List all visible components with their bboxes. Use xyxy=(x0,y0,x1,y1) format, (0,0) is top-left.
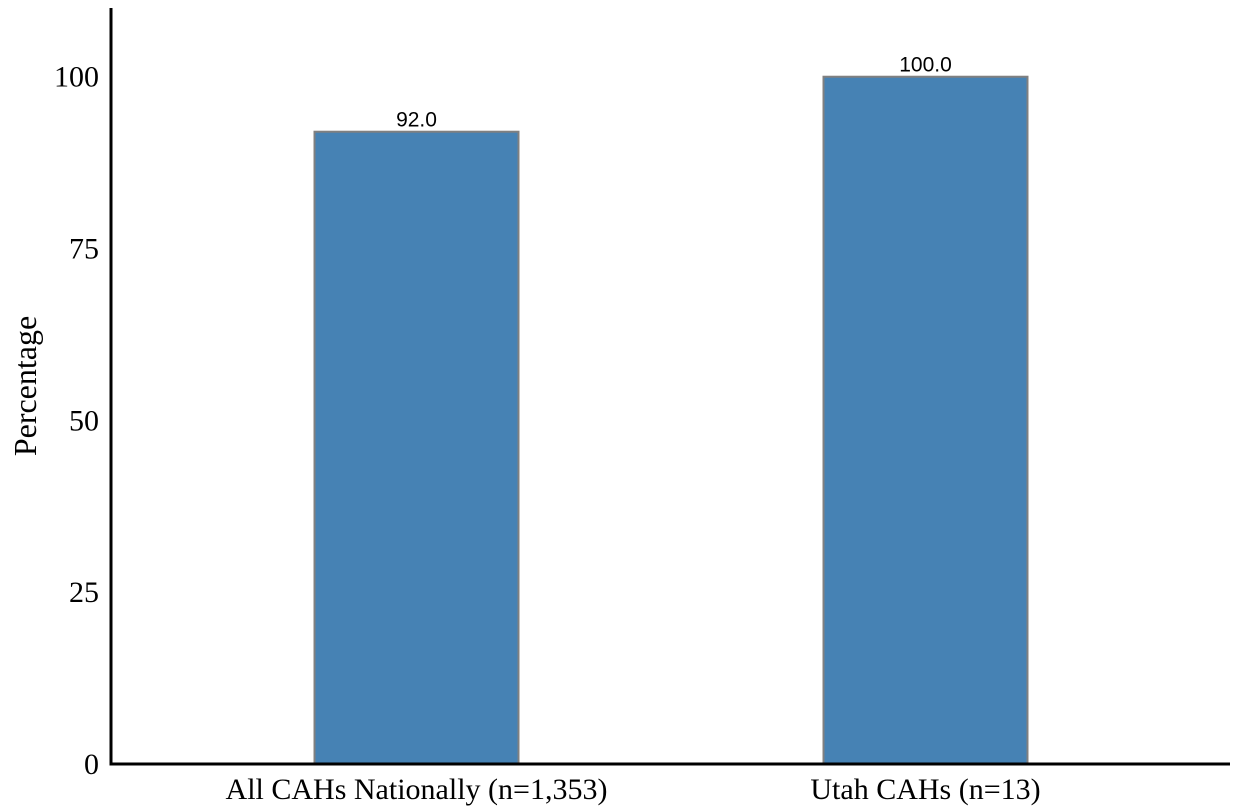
y-tick-label: 25 xyxy=(69,576,99,609)
bar xyxy=(822,75,1029,765)
bar-value-labels: 92.0 100.0 xyxy=(396,54,952,132)
bars xyxy=(313,75,1029,765)
y-axis-ticks: 0 25 50 75 100 xyxy=(54,61,99,781)
bar xyxy=(313,130,520,765)
x-tick-label: Utah CAHs (n=13) xyxy=(810,773,1040,806)
y-tick-label: 50 xyxy=(69,404,99,437)
y-axis-title: Percentage xyxy=(7,316,43,456)
x-tick-label: All CAHs Nationally (n=1,353) xyxy=(226,773,608,806)
bar-value-label: 92.0 xyxy=(396,109,437,132)
y-tick-label: 0 xyxy=(84,748,99,781)
y-tick-label: 75 xyxy=(69,233,99,266)
y-tick-label: 100 xyxy=(54,61,99,94)
x-axis-ticks: All CAHs Nationally (n=1,353) Utah CAHs (… xyxy=(226,773,1041,806)
bar-value-label: 100.0 xyxy=(899,54,952,77)
